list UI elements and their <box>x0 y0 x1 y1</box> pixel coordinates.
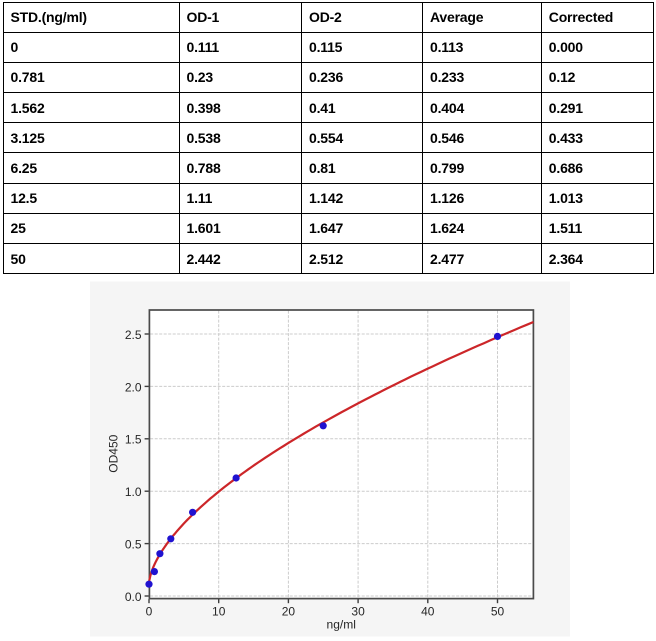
svg-text:0: 0 <box>146 604 153 618</box>
svg-text:ng/ml: ng/ml <box>327 618 356 632</box>
svg-text:1.5: 1.5 <box>125 433 142 447</box>
svg-text:20: 20 <box>282 604 296 618</box>
svg-text:OD450: OD450 <box>107 434 121 472</box>
svg-text:0.0: 0.0 <box>125 590 142 604</box>
svg-text:50: 50 <box>491 604 505 618</box>
svg-text:2.5: 2.5 <box>125 328 142 342</box>
svg-text:30: 30 <box>351 604 365 618</box>
svg-text:2.0: 2.0 <box>125 380 142 394</box>
svg-text:0.5: 0.5 <box>125 538 142 552</box>
svg-text:10: 10 <box>212 604 226 618</box>
svg-text:1.0: 1.0 <box>125 485 142 499</box>
svg-text:40: 40 <box>421 604 435 618</box>
